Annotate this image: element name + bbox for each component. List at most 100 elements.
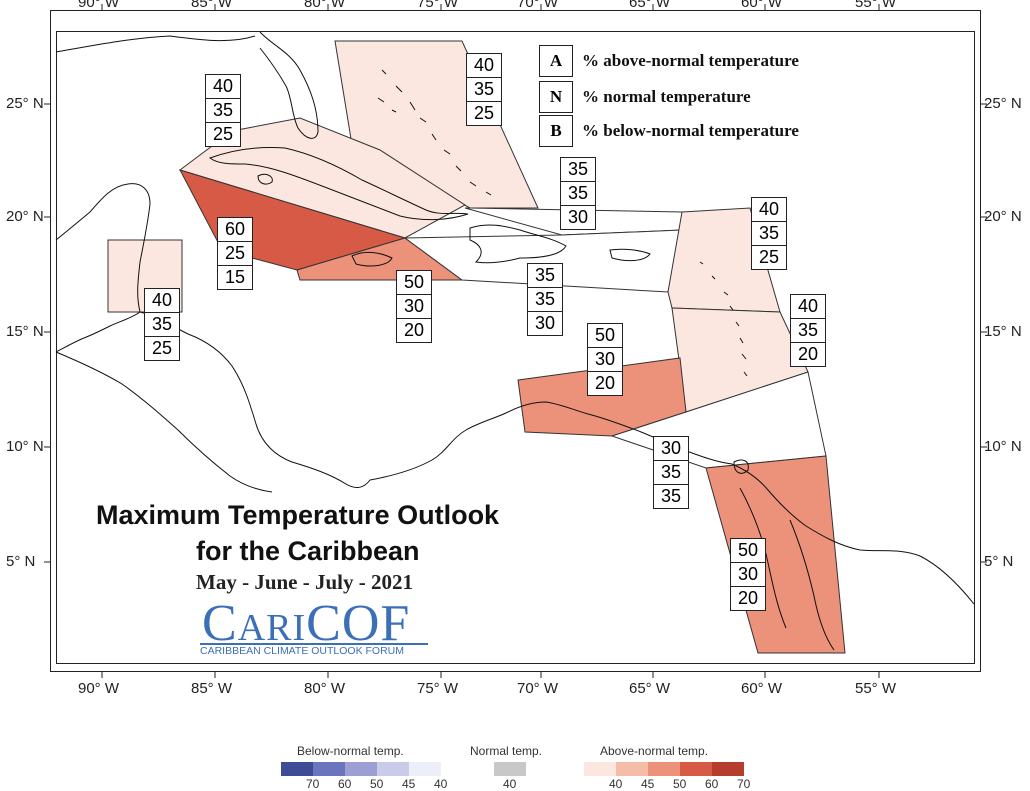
region-leeward-below-value: 25 [758, 247, 780, 267]
gulf-coast [55, 35, 256, 53]
lat-label-right: 20° N [984, 208, 1022, 225]
region-box-cayman: 60 25 15 [217, 217, 253, 290]
lon-label-bottom: 85° W [191, 680, 233, 697]
lat-label-left: 20° N [6, 208, 44, 225]
legend-above-title: Above-normal temp. [600, 744, 709, 758]
lat-label-left: 5° N [6, 553, 36, 570]
lat-label-right: 5° N [984, 553, 1014, 570]
key-text-above: % above-normal temperature [582, 51, 799, 70]
region-bahamas-below-value: 25 [473, 103, 495, 123]
region-guianas-above-value: 50 [731, 539, 765, 563]
legend-above-tick: 45 [641, 777, 655, 791]
lon-label-top: 70° W [517, 0, 559, 11]
region-turks-above-value: 35 [561, 158, 595, 182]
legend-below-tick: 70 [306, 777, 320, 791]
lon-label-top: 90° W [78, 0, 120, 11]
legend-above-swatch [584, 762, 616, 776]
legend-below-tick: 60 [338, 777, 352, 791]
venezuela-coast [731, 463, 975, 605]
region-jamaica-normal-value: 30 [397, 295, 431, 319]
region-box-abc: 50 30 20 [587, 323, 623, 396]
logo-subtitle: CARIBBEAN CLIMATE OUTLOOK FORUM [200, 645, 404, 657]
key-text-normal: % normal temperature [582, 87, 751, 106]
cuba-coast [208, 147, 469, 221]
region-windward-below-value: 20 [797, 344, 819, 364]
legend-above-tick: 50 [673, 777, 687, 791]
region-box-turks: 35 35 30 [560, 157, 596, 230]
map-period: May - June - July - 2021 [196, 570, 413, 594]
guianas-rivers [739, 487, 835, 651]
region-guianas-normal-value: 30 [731, 563, 765, 587]
map-title-line2: for the Caribbean [196, 536, 420, 566]
region-cuba-above-value: 40 [206, 75, 240, 99]
region-cayman-below-value: 15 [224, 267, 246, 287]
map-title: Maximum Temperature Outlook [96, 500, 500, 530]
region-box-belize: 40 35 25 [144, 288, 180, 361]
key-text-below: % below-normal temperature [582, 121, 799, 140]
region-hispaniola-normal-value: 35 [528, 288, 562, 312]
region-windward-normal-value: 35 [791, 319, 825, 343]
lon-label-bottom: 90° W [78, 680, 120, 697]
puerto-rico-coast [609, 248, 651, 262]
region-bahamas-normal-value: 35 [467, 78, 501, 102]
region-bahamas-above-value: 40 [467, 54, 501, 78]
region-abc-below-value: 20 [594, 373, 616, 393]
caricof-logo: CARICOF [202, 595, 411, 652]
central-america-coast [139, 311, 371, 488]
region-cayman-normal-value: 25 [218, 242, 252, 266]
region-trinidad-below-value: 35 [660, 486, 682, 506]
lon-label-bottom: 80° W [304, 680, 346, 697]
region-box-leeward: 40 35 25 [751, 197, 787, 270]
bahamas-islands [377, 69, 492, 196]
legend-normal-tick: 40 [503, 777, 517, 791]
region-leeward-above-value: 40 [752, 198, 786, 222]
region-box-hispaniola: 35 35 30 [527, 263, 563, 336]
region-jamaica-above-value: 50 [397, 271, 431, 295]
lon-label-top: 80° W [304, 0, 346, 11]
axis-ticks [44, 4, 987, 678]
legend-above-tick: 70 [737, 777, 751, 791]
lon-label-top: 55° W [855, 0, 897, 11]
lat-label-left: 25° N [6, 95, 44, 112]
key-letter-b: B [539, 115, 573, 147]
florida-coast [259, 31, 319, 139]
region-abc-above-value: 50 [588, 324, 622, 348]
legend-above-tick: 60 [705, 777, 719, 791]
region-windward-above-value: 40 [791, 295, 825, 319]
lon-label-bottom: 65° W [629, 680, 671, 697]
region-cuba-normal-value: 35 [206, 99, 240, 123]
lon-label-bottom: 55° W [855, 680, 897, 697]
region-guianas-below-value: 20 [737, 588, 759, 608]
lon-label-top: 60° W [741, 0, 783, 11]
yucatan-coast [55, 183, 151, 353]
legend-normal-swatch [494, 762, 526, 776]
region-leeward-normal-value: 35 [752, 222, 786, 246]
region-bahamas [334, 40, 539, 209]
legend-below-tick: 50 [370, 777, 384, 791]
legend-below-title: Below-normal temp. [297, 744, 404, 758]
region-box-windward: 40 35 20 [790, 294, 826, 367]
legend-below-swatch [281, 762, 313, 776]
lon-label-bottom: 60° W [741, 680, 783, 697]
legend-below-tick: 45 [402, 777, 416, 791]
region-box-bahamas: 40 35 25 [466, 53, 502, 126]
region-belize-above-value: 40 [145, 289, 179, 313]
lat-label-right: 25° N [984, 95, 1022, 112]
lon-label-top: 75° W [417, 0, 459, 11]
region-jamaica-below-value: 20 [403, 320, 425, 340]
region-box-cuba: 40 35 25 [205, 74, 241, 147]
region-hispaniola-below-value: 30 [534, 313, 556, 333]
legend-above-swatch [680, 762, 712, 776]
region-belize-normal-value: 35 [145, 313, 179, 337]
region-cuba-below-value: 25 [212, 124, 234, 144]
coastlines [55, 31, 975, 651]
region-box-jamaica: 50 30 20 [396, 270, 432, 343]
legend-normal-title: Normal temp. [470, 744, 543, 758]
lon-label-bottom: 75° W [417, 680, 459, 697]
lat-label-left: 15° N [6, 323, 44, 340]
legend-above-swatch [712, 762, 744, 776]
region-box-guianas: 50 30 20 [730, 538, 766, 611]
lon-label-top: 85° W [191, 0, 233, 11]
lat-label-right: 15° N [984, 323, 1022, 340]
